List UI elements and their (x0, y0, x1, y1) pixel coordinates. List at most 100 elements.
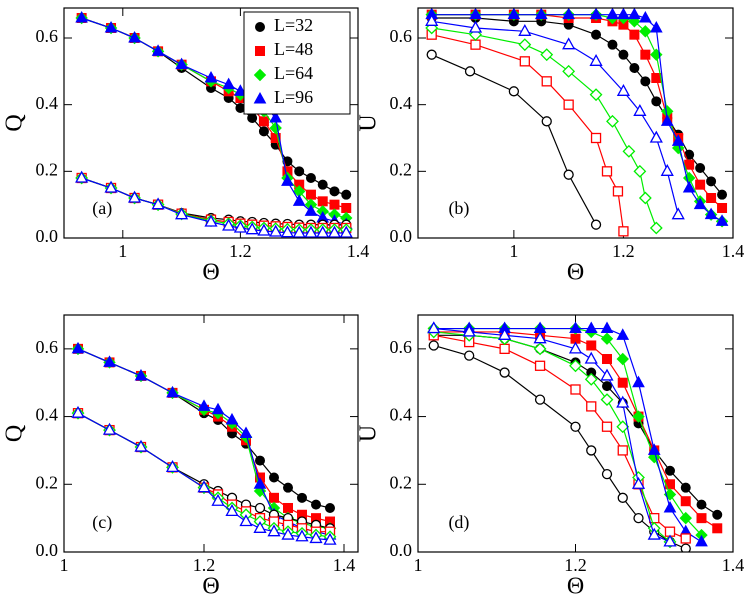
marker (253, 91, 267, 104)
marker (341, 189, 352, 200)
x-tick-label: 1.4 (347, 241, 370, 261)
annotation: (d) (448, 512, 469, 533)
marker (717, 203, 728, 213)
panel: 1 1.2 1.4 0.0 0.2 0.4 0.6 Θ Q (a) L=32 L=48 L=64 L=96 (2, 7, 370, 286)
marker (651, 73, 662, 83)
marker (305, 189, 316, 200)
marker (541, 76, 552, 87)
marker (693, 197, 707, 210)
marker (533, 342, 547, 356)
y-axis-label: U (356, 425, 382, 442)
marker (499, 343, 510, 355)
marker (629, 29, 640, 40)
y-tick-label: 0.4 (390, 405, 413, 425)
marker (518, 23, 532, 36)
y-tick-label: 0.0 (390, 226, 413, 246)
y-tick-label: 0.6 (390, 26, 413, 46)
y-tick-label: 0.0 (36, 540, 59, 560)
marker (618, 226, 629, 237)
marker (584, 321, 598, 334)
series-line (77, 348, 331, 529)
marker (680, 533, 691, 544)
axes-frame (63, 314, 359, 553)
x-tick-label: 1 (60, 555, 69, 575)
legend-label: L=48 (274, 39, 313, 59)
marker (281, 527, 295, 540)
marker (607, 39, 618, 50)
marker (234, 84, 247, 96)
marker (706, 193, 717, 203)
marker (647, 527, 661, 540)
marker (602, 381, 612, 392)
marker (606, 114, 619, 128)
marker (534, 360, 546, 371)
marker (211, 402, 225, 415)
panel: 1 1.2 1.4 0.0 0.2 0.4 0.6 Θ U (d) (356, 314, 744, 600)
marker (175, 207, 189, 220)
marker (717, 189, 728, 200)
marker (617, 492, 628, 503)
y-axis-label: Q (2, 425, 28, 442)
x-axis-label: Θ (567, 574, 584, 600)
plot-area (427, 321, 723, 552)
y-tick-label: 0.6 (36, 337, 59, 357)
marker (327, 225, 342, 238)
marker (253, 520, 267, 533)
annotation: (a) (92, 198, 112, 219)
marker (311, 499, 321, 510)
marker (628, 8, 641, 20)
marker (151, 44, 165, 56)
marker (618, 49, 629, 60)
marker (586, 401, 597, 412)
marker (591, 29, 602, 40)
marker (165, 460, 180, 473)
marker (104, 20, 118, 33)
marker (622, 144, 636, 158)
marker (562, 64, 576, 78)
marker (258, 116, 269, 127)
marker (323, 532, 337, 545)
marker (569, 321, 582, 334)
plot-area (425, 8, 729, 237)
marker (600, 332, 614, 345)
marker (325, 502, 335, 513)
marker (211, 493, 225, 506)
marker (586, 445, 597, 456)
marker (600, 393, 614, 407)
marker (663, 500, 677, 513)
marker (633, 103, 647, 116)
series-line (433, 344, 686, 550)
axes-frame (417, 7, 734, 239)
panel: 1 1.2 1.4 0.0 0.2 0.4 0.6 Θ Q (c) (2, 314, 359, 600)
marker (197, 480, 211, 493)
marker (134, 439, 148, 452)
marker (589, 53, 603, 66)
marker (469, 8, 482, 20)
marker (247, 113, 258, 123)
marker (464, 66, 476, 77)
marker (590, 132, 602, 144)
marker (175, 57, 188, 70)
y-tick-label: 0.0 (390, 540, 413, 560)
marker (341, 203, 352, 213)
x-tick-label: 1.2 (193, 555, 216, 575)
marker (612, 186, 624, 197)
y-tick-label: 0.4 (36, 405, 59, 425)
marker (563, 169, 574, 180)
marker (292, 194, 306, 206)
marker (586, 340, 597, 351)
legend-label: L=32 (274, 15, 313, 35)
marker (304, 225, 318, 238)
marker (704, 207, 718, 220)
marker (294, 166, 305, 177)
marker (339, 225, 353, 238)
marker (706, 176, 717, 187)
plot-area (71, 341, 337, 545)
marker (695, 163, 706, 173)
marker (304, 204, 318, 216)
marker (222, 218, 236, 231)
marker (297, 492, 307, 503)
annotation: (c) (92, 512, 112, 533)
marker (269, 472, 279, 483)
